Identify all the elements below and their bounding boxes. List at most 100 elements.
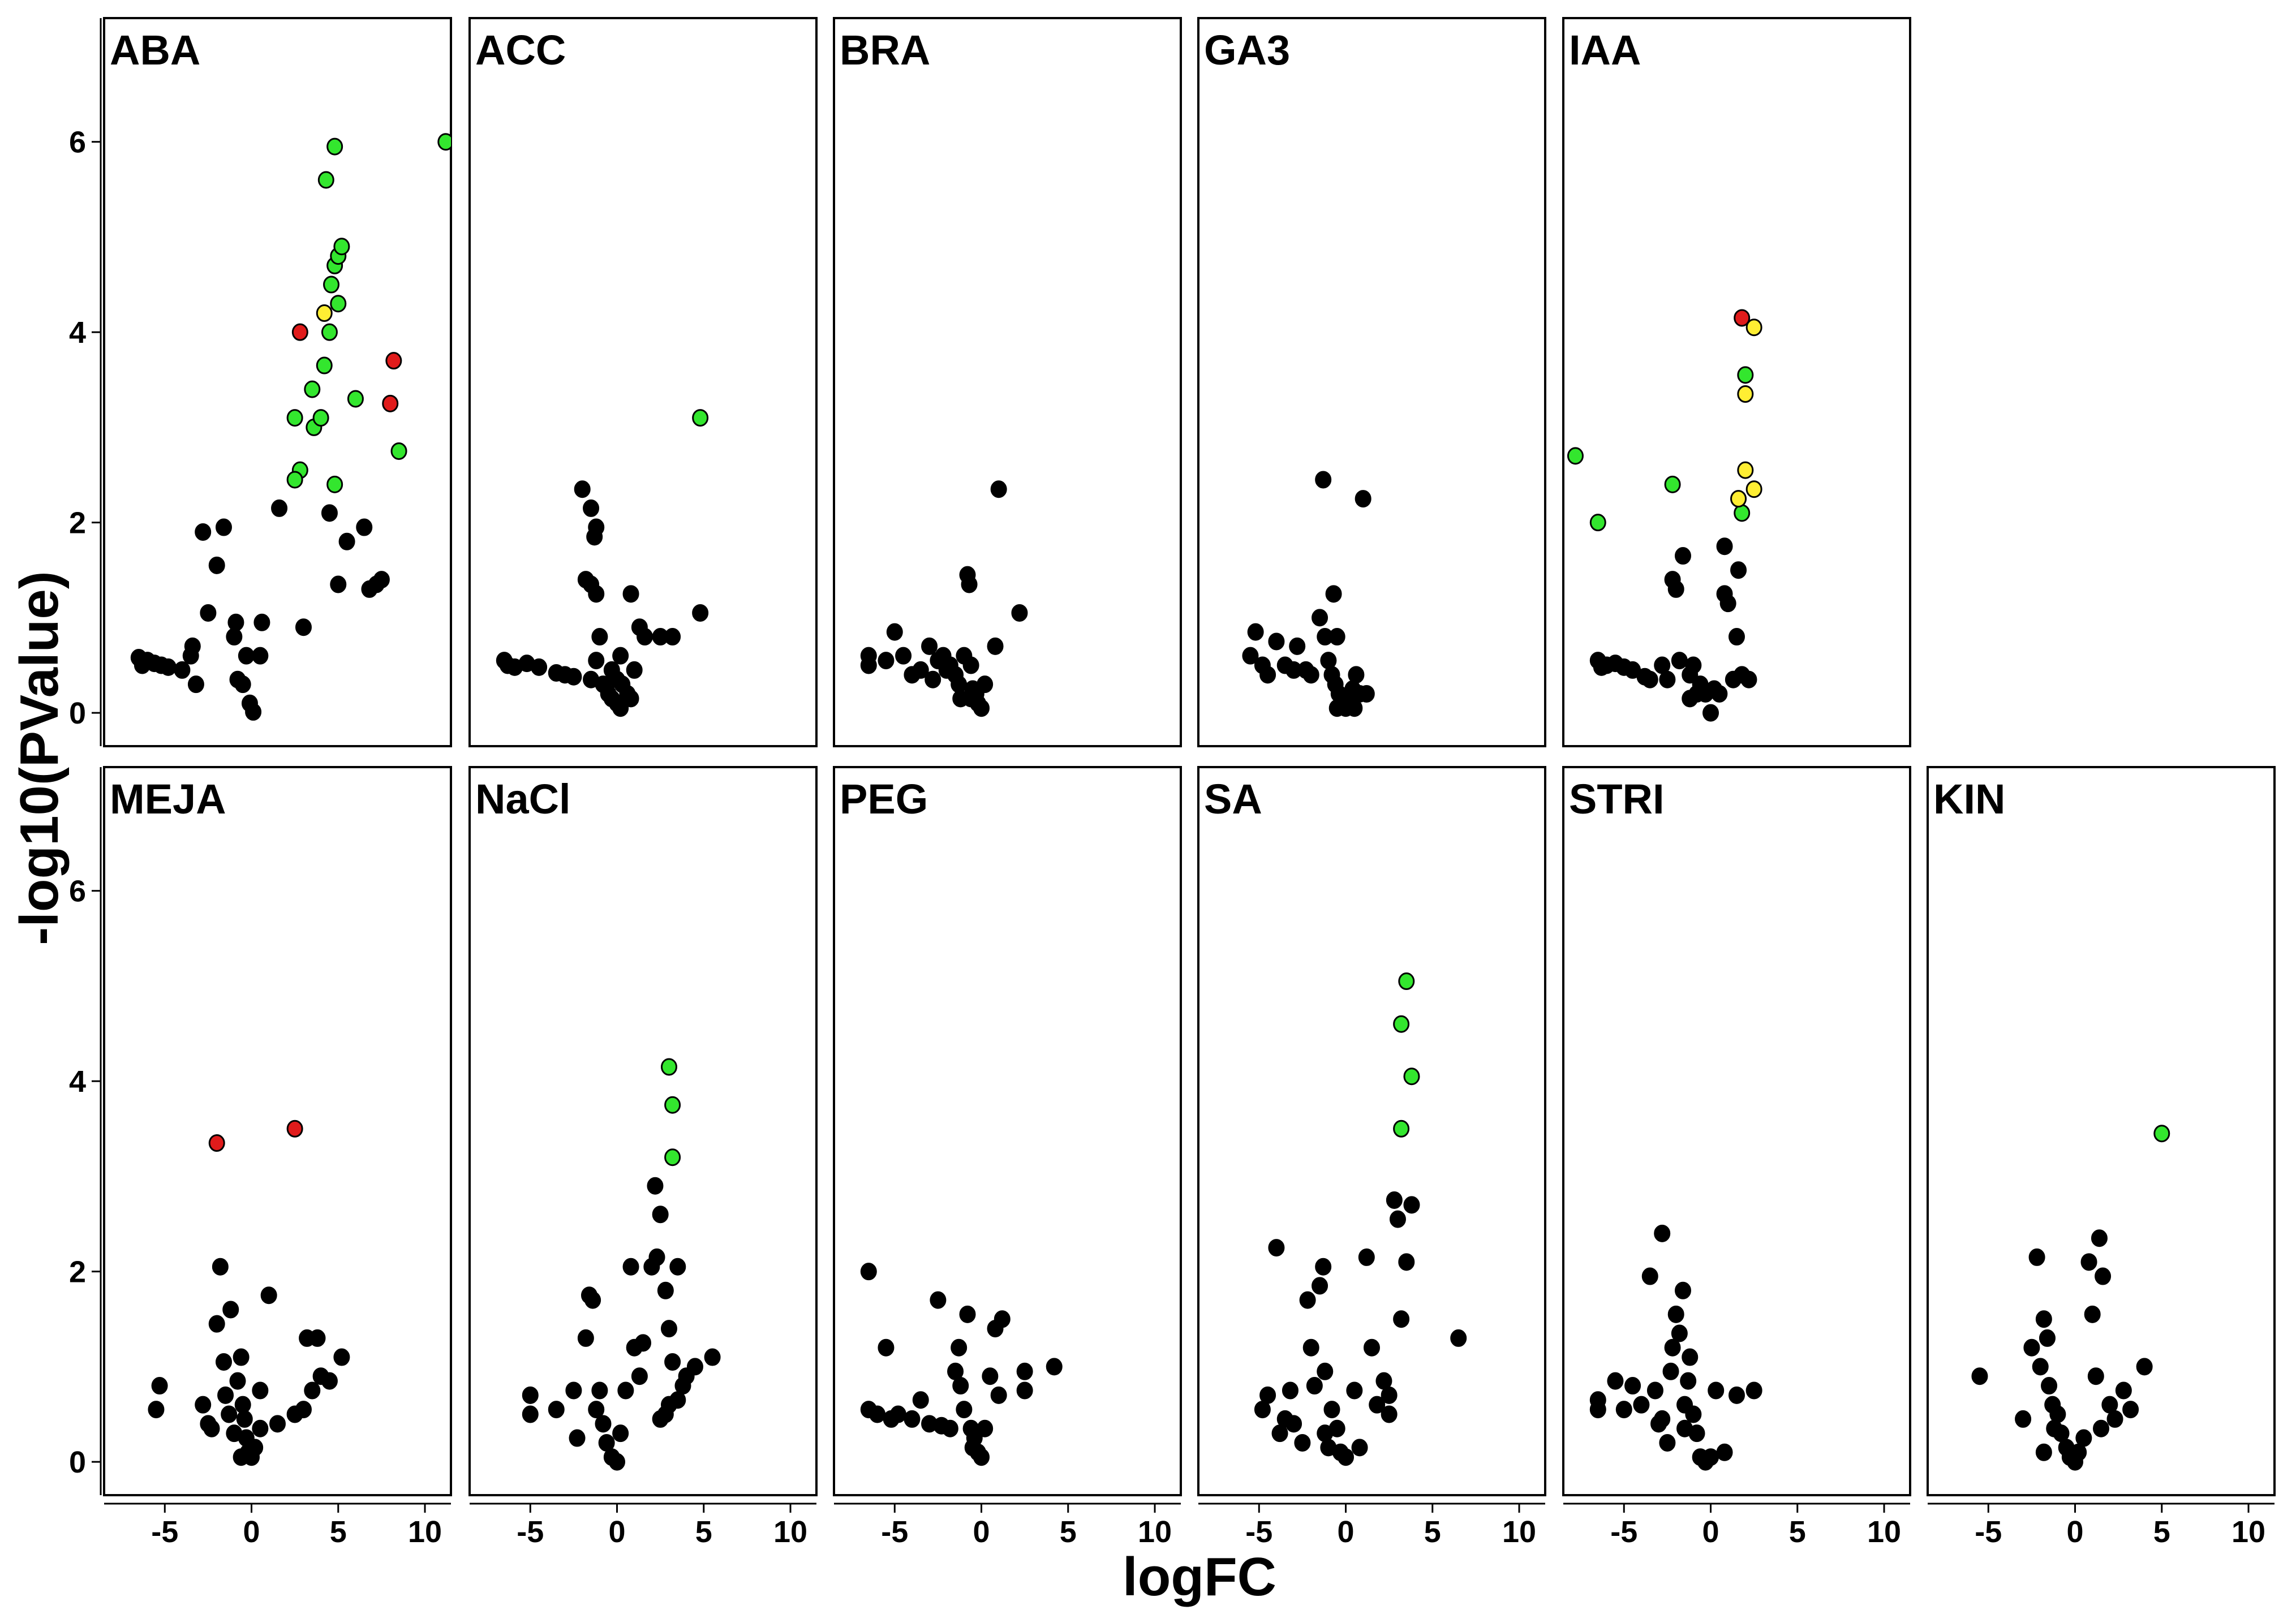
panel-title: KIN — [1933, 776, 2005, 823]
data-point-black — [617, 1381, 634, 1400]
data-point-black — [1607, 1372, 1624, 1390]
data-point-black — [925, 670, 941, 688]
data-point-black — [1667, 580, 1684, 598]
data-point-black — [1381, 1405, 1398, 1423]
data-point-black — [1659, 1433, 1676, 1452]
data-point-black — [245, 703, 262, 721]
data-point-black — [160, 658, 177, 676]
data-point-black — [174, 661, 191, 679]
data-point-black — [2080, 1253, 2097, 1271]
data-point-black — [304, 1381, 321, 1400]
data-point-black — [1389, 1210, 1406, 1228]
data-point-black — [612, 1424, 629, 1443]
data-point-black — [1358, 1248, 1375, 1266]
data-point-black — [1664, 1338, 1681, 1357]
data-point-black — [208, 556, 225, 574]
y-tick-label: 4 — [69, 316, 86, 350]
data-point-black — [1282, 1381, 1299, 1400]
data-point-black — [588, 1401, 605, 1419]
data-point-black — [233, 1448, 250, 1466]
data-point-green — [664, 1148, 681, 1166]
panel-ga3: GA3 — [1197, 17, 1546, 747]
data-point-black — [574, 480, 591, 498]
x-tick-label: 10 — [1867, 1515, 1901, 1549]
data-point-black — [1289, 637, 1306, 655]
data-point-green — [1734, 504, 1751, 522]
data-point-black — [869, 1405, 886, 1423]
data-point-green — [312, 409, 329, 427]
data-point-black — [990, 1386, 1007, 1404]
data-point-black — [622, 690, 639, 708]
data-point-black — [1306, 1377, 1323, 1395]
data-point-black — [961, 575, 978, 593]
data-point-yellow — [1745, 318, 1762, 337]
data-point-black — [200, 604, 217, 622]
data-point-black — [962, 690, 979, 708]
data-point-black — [321, 1372, 338, 1390]
panel-kin: KIN -5 0 5 10 — [1927, 766, 2276, 1549]
panel-points — [1254, 972, 1467, 1466]
data-point-green — [1393, 1015, 1410, 1033]
x-tick-label: 5 — [695, 1515, 712, 1549]
data-point-black — [588, 585, 605, 603]
data-point-black — [1346, 1381, 1363, 1400]
data-point-black — [878, 652, 895, 670]
data-point-black — [148, 1401, 165, 1419]
data-point-black — [1659, 670, 1676, 688]
data-point-black — [1259, 666, 1276, 684]
data-point-black — [373, 571, 390, 589]
data-point-black — [1716, 1443, 1733, 1461]
data-point-red — [286, 1120, 303, 1138]
y-tick-label: 6 — [69, 875, 86, 909]
panel-frame — [103, 766, 452, 1496]
data-point-green — [323, 275, 340, 294]
data-point-black — [1328, 699, 1345, 717]
data-point-black — [664, 628, 681, 646]
x-tick-label: 5 — [2153, 1515, 2170, 1549]
panel-points — [1971, 1125, 2170, 1471]
x-tick-label: -5 — [151, 1515, 178, 1549]
data-point-black — [987, 637, 1004, 655]
data-point-black — [2093, 1419, 2109, 1437]
data-point-green — [1403, 1067, 1420, 1086]
data-point-black — [1299, 1291, 1316, 1309]
data-point-black — [2106, 1410, 2123, 1428]
data-point-black — [2049, 1405, 2066, 1423]
data-point-black — [2115, 1381, 2132, 1400]
data-point-black — [184, 637, 201, 655]
data-point-black — [652, 1206, 669, 1224]
panel-frame — [468, 766, 818, 1496]
data-point-black — [208, 1315, 225, 1333]
data-point-black — [222, 1301, 239, 1319]
data-point-black — [2015, 1410, 2032, 1428]
data-point-black — [2084, 1305, 2101, 1323]
data-point-black — [951, 1338, 968, 1357]
data-point-yellow — [1745, 480, 1762, 498]
data-point-black — [973, 699, 990, 717]
data-point-black — [295, 618, 312, 636]
x-tick-label: 5 — [1424, 1515, 1441, 1549]
x-tick-label: 5 — [1789, 1515, 1806, 1549]
data-point-yellow — [316, 304, 333, 322]
data-point-black — [959, 1305, 976, 1323]
data-point-black — [1615, 1401, 1632, 1419]
data-point-black — [2023, 1338, 2040, 1357]
y-tick-label: 2 — [69, 506, 86, 540]
y-tick-label: 0 — [69, 696, 86, 730]
panel-points — [1242, 471, 1375, 717]
data-point-red — [1734, 309, 1751, 327]
data-point-black — [1381, 1386, 1398, 1404]
data-point-green — [326, 475, 343, 493]
data-point-black — [1729, 1386, 1745, 1404]
panel-frame — [833, 766, 1182, 1496]
data-point-black — [1338, 1448, 1355, 1466]
data-point-black — [1317, 1362, 1334, 1380]
data-point-black — [2087, 1367, 2104, 1385]
data-point-green — [1398, 972, 1415, 991]
data-point-yellow — [1737, 385, 1754, 403]
x-axis-title: logFC — [1123, 1547, 1276, 1607]
data-point-black — [309, 1329, 326, 1347]
x-tick-label: -5 — [1975, 1515, 2002, 1549]
panel-title: IAA — [1569, 27, 1641, 74]
